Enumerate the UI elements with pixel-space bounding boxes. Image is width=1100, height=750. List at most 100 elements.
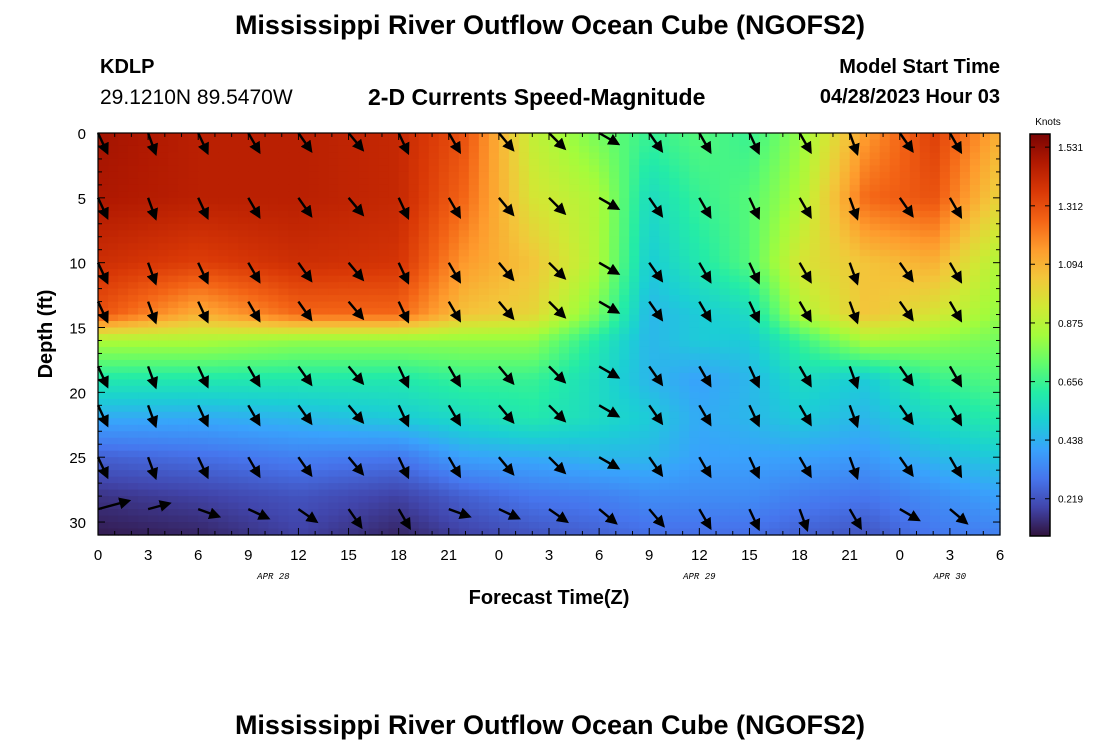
heatmap-cell xyxy=(619,359,630,368)
heatmap-cell xyxy=(408,165,420,173)
heatmap-cell xyxy=(238,314,249,322)
heatmap-cell xyxy=(518,398,530,406)
heatmap-cell xyxy=(829,282,841,290)
heatmap-cell xyxy=(508,392,520,400)
heatmap-cell xyxy=(689,139,700,147)
heatmap-cell xyxy=(288,178,300,186)
heatmap-cell xyxy=(198,165,209,173)
heatmap-cell xyxy=(358,197,370,205)
heatmap-cell xyxy=(919,191,931,199)
heatmap-cell xyxy=(729,145,741,154)
heatmap-cell xyxy=(869,346,881,355)
heatmap-cell xyxy=(208,308,219,316)
heatmap-cell xyxy=(98,321,109,329)
heatmap-cell xyxy=(859,295,871,303)
heatmap-cell xyxy=(228,457,239,465)
heatmap-cell xyxy=(769,385,781,393)
heatmap-cell xyxy=(318,437,330,445)
heatmap-cell xyxy=(348,418,360,426)
heatmap-cell xyxy=(979,372,991,380)
heatmap-cell xyxy=(498,314,510,322)
heatmap-cell xyxy=(98,334,109,342)
heatmap-cell xyxy=(318,431,330,439)
heatmap-cell xyxy=(839,385,851,393)
heatmap-cell xyxy=(378,308,390,316)
heatmap-cell xyxy=(528,223,540,231)
heatmap-cell xyxy=(188,470,199,478)
heatmap-cell xyxy=(188,288,199,296)
heatmap-cell xyxy=(308,418,320,426)
heatmap-cell xyxy=(889,301,901,309)
heatmap-cell xyxy=(909,288,921,296)
heatmap-cell xyxy=(629,392,640,400)
heatmap-cell xyxy=(659,463,670,471)
heatmap-cell xyxy=(258,431,269,439)
heatmap-cell xyxy=(308,171,320,179)
heatmap-cell xyxy=(178,411,189,419)
heatmap-cell xyxy=(819,145,831,154)
heatmap-cell xyxy=(328,243,340,251)
heatmap-cell xyxy=(629,405,640,413)
heatmap-cell xyxy=(559,249,570,257)
heatmap-cell xyxy=(659,178,670,186)
heatmap-cell xyxy=(368,269,380,277)
heatmap-cell xyxy=(478,327,490,335)
heatmap-cell xyxy=(408,444,420,452)
heatmap-cell xyxy=(478,340,490,348)
heatmap-cell xyxy=(518,379,530,387)
heatmap-cell xyxy=(689,353,700,361)
heatmap-cell xyxy=(939,457,951,465)
heatmap-cell xyxy=(158,385,169,393)
heatmap-cell xyxy=(318,444,330,452)
heatmap-cell xyxy=(158,321,169,329)
heatmap-cell xyxy=(168,353,179,361)
heatmap-cell xyxy=(979,405,991,413)
heatmap-cell xyxy=(398,171,410,179)
heatmap-cell xyxy=(619,483,630,491)
heatmap-cell xyxy=(238,158,249,167)
heatmap-cell xyxy=(739,366,751,374)
heatmap-cell xyxy=(198,171,209,179)
heatmap-cell xyxy=(408,346,420,355)
heatmap-cell xyxy=(258,191,269,199)
heatmap-cell xyxy=(528,262,540,270)
heatmap-cell xyxy=(659,145,670,154)
heatmap-cell xyxy=(839,372,851,380)
heatmap-cell xyxy=(879,346,891,355)
heatmap-cell xyxy=(919,359,931,368)
heatmap-cell xyxy=(418,308,430,316)
heatmap-cell xyxy=(759,450,771,458)
heatmap-cell xyxy=(659,158,670,167)
heatmap-cell xyxy=(278,405,290,413)
heatmap-cell xyxy=(398,405,410,413)
heatmap-cell xyxy=(769,340,781,348)
heatmap-cell xyxy=(799,340,811,348)
heatmap-cell xyxy=(318,230,330,238)
heatmap-cell xyxy=(388,366,400,374)
heatmap-cell xyxy=(849,262,861,270)
heatmap-cell xyxy=(689,398,700,406)
heatmap-cell xyxy=(849,256,861,264)
heatmap-cell xyxy=(188,191,199,199)
heatmap-cell xyxy=(789,133,801,141)
heatmap-cell xyxy=(569,379,580,387)
heatmap-cell xyxy=(719,145,730,154)
heatmap-cell xyxy=(368,256,380,264)
heatmap-cell xyxy=(408,334,420,342)
heatmap-cell xyxy=(228,210,239,218)
heatmap-cell xyxy=(258,295,269,303)
heatmap-cell xyxy=(108,230,119,238)
heatmap-cell xyxy=(919,145,931,154)
heatmap-cell xyxy=(549,385,560,393)
heatmap-cell xyxy=(128,145,139,154)
heatmap-cell xyxy=(168,133,179,141)
heatmap-cell xyxy=(979,450,991,458)
heatmap-cell xyxy=(328,165,340,173)
heatmap-cell xyxy=(719,301,730,309)
heatmap-cell xyxy=(689,334,700,342)
heatmap-cell xyxy=(468,230,480,238)
heatmap-cell xyxy=(789,295,801,303)
heatmap-cell xyxy=(238,256,249,264)
heatmap-cell xyxy=(198,197,209,205)
heatmap-cell xyxy=(729,243,741,251)
